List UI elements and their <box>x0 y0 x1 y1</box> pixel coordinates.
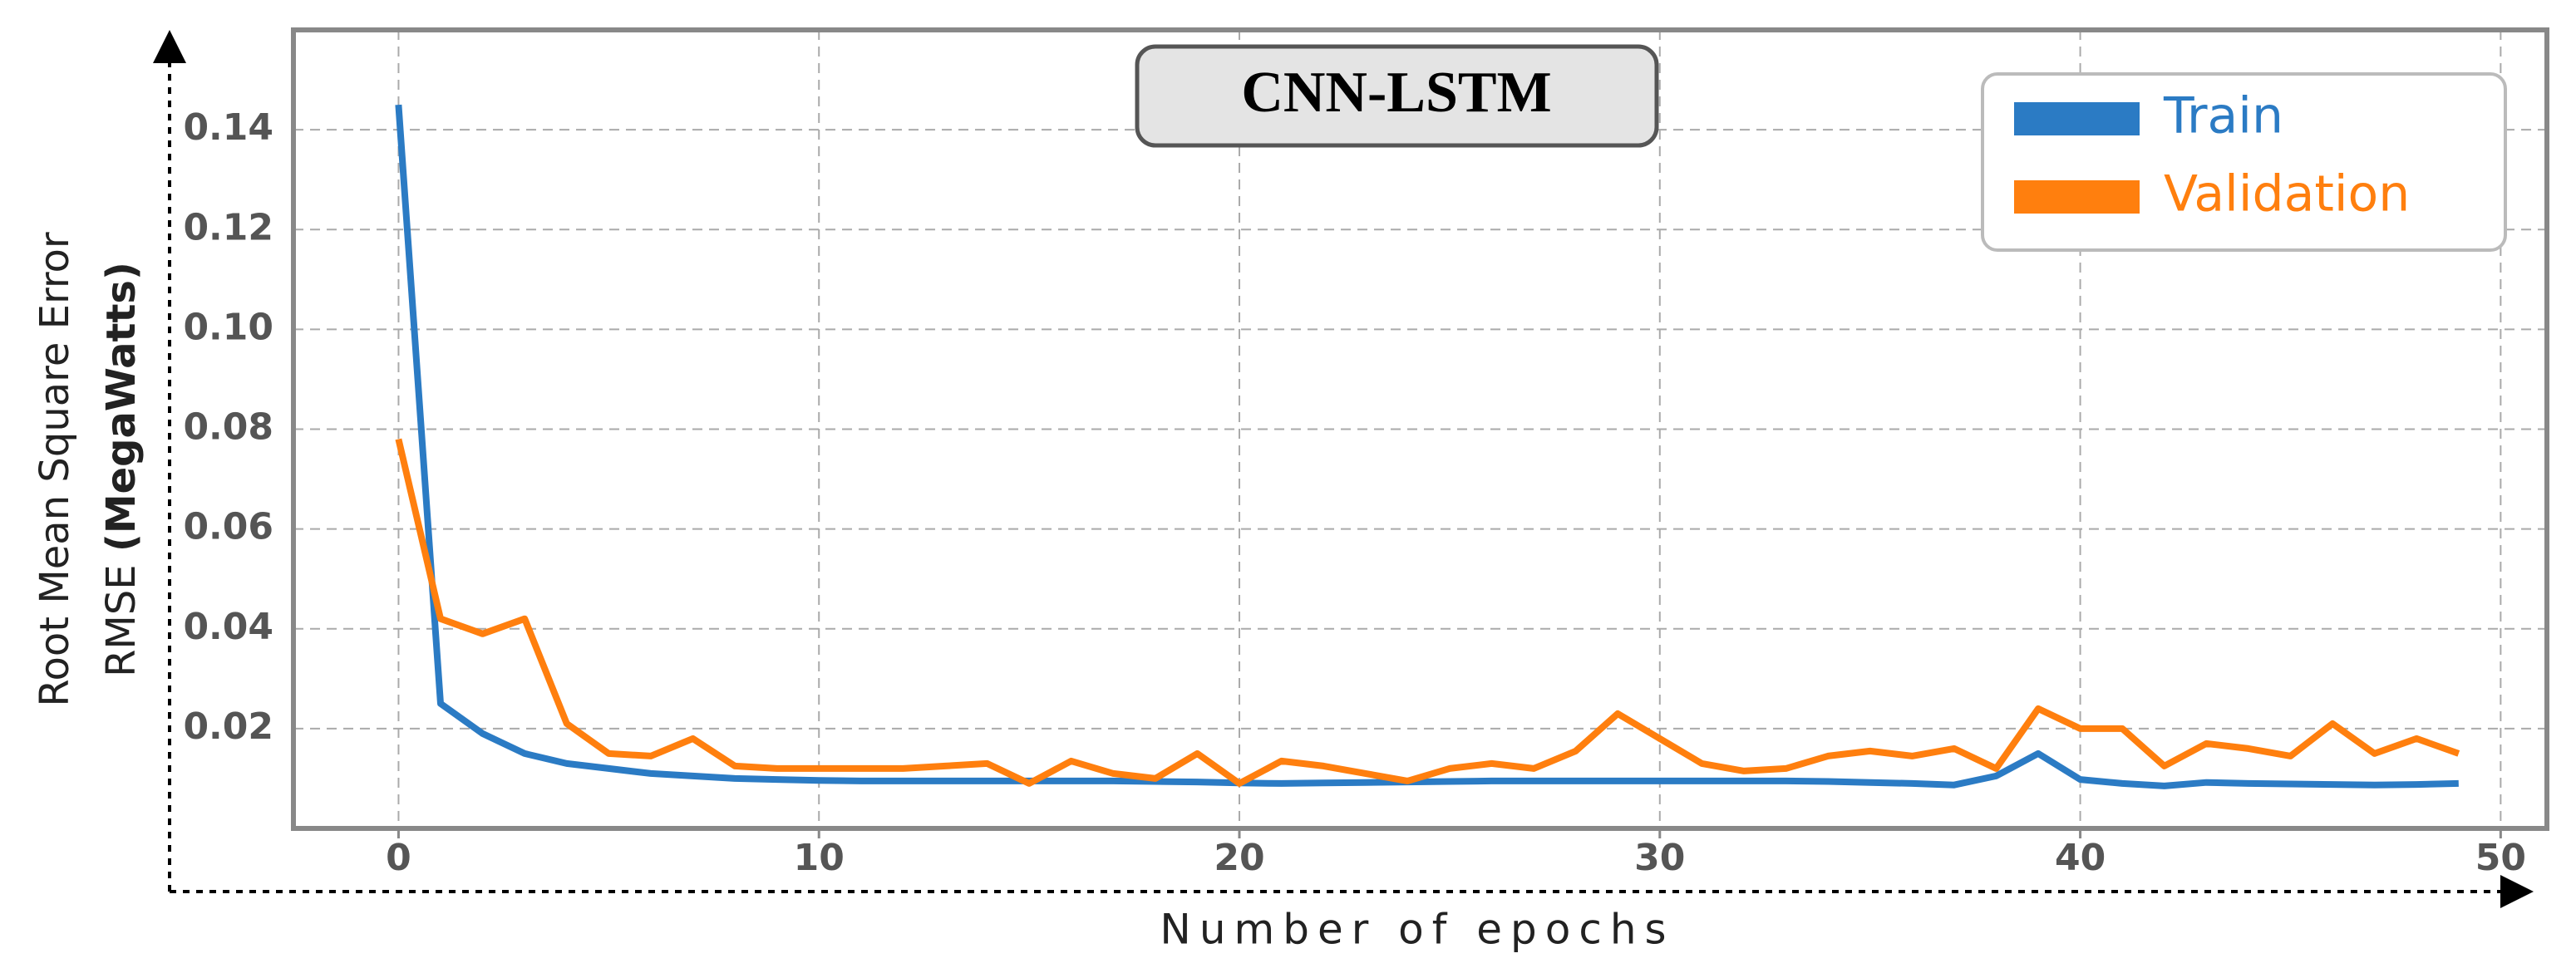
title-box <box>1135 44 1659 148</box>
plot-frame <box>291 27 2549 831</box>
y-tick-label: 0.02 <box>183 705 273 748</box>
series-line <box>395 438 2460 787</box>
x-tick-label: 0 <box>386 837 411 879</box>
legend-label: Validation <box>2164 165 2410 224</box>
x-tick-label: 50 <box>2475 837 2526 879</box>
series-line <box>395 104 2459 789</box>
y-axis-label: Root Mean Square Error <box>32 232 78 707</box>
y-axis-label-unit: (MegaWatts) <box>98 262 145 552</box>
y-axis-label-part: RMSE <box>98 564 145 677</box>
y-tick-label: 0.12 <box>183 206 273 248</box>
legend-label: Train <box>2163 87 2283 145</box>
plot-area <box>293 30 2547 828</box>
y-tick-label: 0.06 <box>183 506 273 548</box>
x-axis-label: Number of epochs <box>1160 906 1674 954</box>
legend-swatch <box>2014 102 2140 135</box>
y-tick-label: 0.04 <box>183 606 273 648</box>
x-tick-label: 30 <box>1634 837 1685 879</box>
x-tick-label: 20 <box>1214 837 1264 879</box>
chart-title: CNN-LSTM <box>1241 61 1551 125</box>
x-tick-label: 10 <box>794 837 845 879</box>
x-tick-label: 40 <box>2055 837 2106 879</box>
legend-swatch <box>2014 180 2140 214</box>
y-tick-label: 0.14 <box>183 106 273 149</box>
y-tick-label: 0.08 <box>183 406 273 449</box>
y-tick-label: 0.10 <box>183 306 273 348</box>
y-axis-label: RMSE (MegaWatts) <box>98 262 145 677</box>
